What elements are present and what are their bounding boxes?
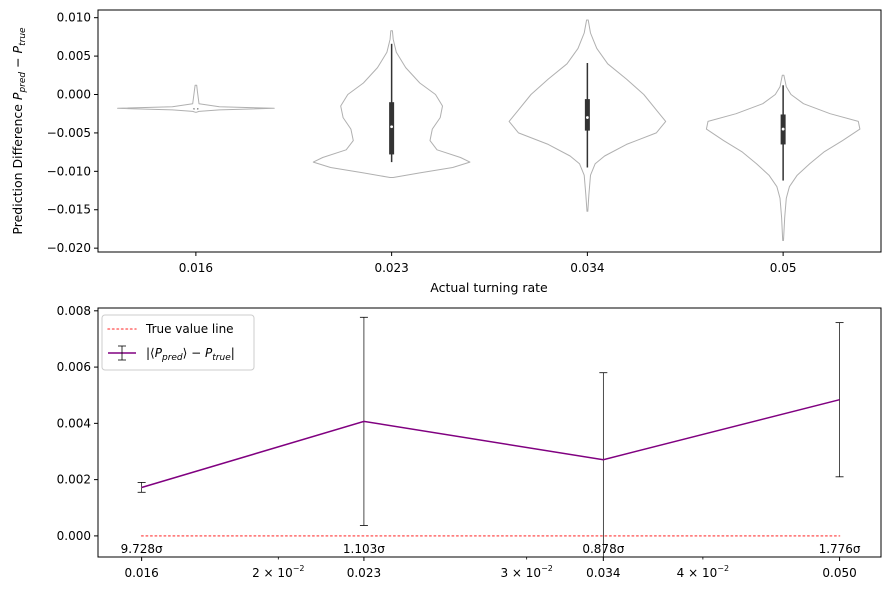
error-line-panel: 9.728σ 1.103σ 0.878σ 1.776σ 0.000 0.002 0.004… [57,304,882,580]
y-axis-ticks: 0.000 0.002 0.004 0.006 0.008 [57,304,98,543]
sigma-label: 9.728σ [121,542,163,556]
x-tick-label: 0.023 [347,566,381,580]
x-minor-tick-label: 2 × 10−2 [252,564,304,580]
x-tick-label: 0.016 [179,261,213,275]
x-minor-tick-label: 3 × 10−2 [500,564,552,580]
y-axis-ticks: 0.010 0.005 0.000 −0.005 −0.010 −0.015 −0.020 [47,11,98,255]
legend-series-swatch [108,345,136,361]
x-axis-ticks: 0.016 0.023 0.034 0.05 [179,252,797,275]
legend: True value line |⟨Ppred⟩ − Ptrue| [101,314,255,371]
y-tick-label: 0.000 [57,529,91,543]
violin-0.023 [312,30,471,178]
x-tick-label: 0.016 [124,566,158,580]
x-tick-label: 0.05 [770,261,797,275]
x-axis-ticks: 0.016 0.023 0.034 0.050 2 × 10−2 3 × 10−2 4 × … [124,557,857,580]
y-tick-label: 0.000 [57,88,91,102]
y-axis-label: Prediction Difference Ppred − Ptrue [10,27,28,235]
y-tick-label: 0.002 [57,473,91,487]
median-dot-0.016 [194,106,198,110]
x-tick-label: 0.023 [374,261,408,275]
y-tick-label: −0.005 [47,126,91,140]
iqr-box-0.023 [389,102,395,155]
median-dot-0.05 [781,127,785,131]
y-tick-label: −0.010 [47,164,91,178]
legend-series-label: |⟨Ppred⟩ − Ptrue| [146,346,235,363]
legend-box [101,314,255,371]
violin-0.034 [508,19,667,212]
violins [117,19,861,241]
sigma-label: 1.776σ [819,542,861,556]
y-tick-label: 0.005 [57,49,91,63]
x-tick-label: 0.050 [822,566,856,580]
sigma-label: 0.878σ [582,542,624,556]
median-dot-0.023 [390,125,394,129]
y-tick-label: −0.020 [47,241,91,255]
series-line [141,398,840,489]
y-tick-label: 0.004 [57,416,91,430]
violin-plot-panel: 0.0100.0050.000−0.005−0.010−0.015−0.020 … [10,9,882,295]
sigma-annotations: 9.728σ 1.103σ 0.878σ 1.776σ [121,542,861,556]
y-tick-label: 0.008 [57,304,91,318]
x-minor-tick-label: 4 × 10−2 [677,564,729,580]
x-tick-label: 0.034 [586,566,620,580]
iqr-box-0.034 [584,99,590,131]
plot-frame [97,9,882,253]
plot-frame [97,307,882,558]
y-tick-label: 0.010 [57,11,91,25]
violin-0.016 [117,84,275,113]
x-tick-label: 0.034 [570,261,604,275]
legend-true-line-label: True value line [145,322,234,336]
violin-0.05 [705,74,861,241]
median-dot-0.034 [585,116,589,119]
sigma-label: 1.103σ [343,542,385,556]
x-axis-label: Actual turning rate [430,280,548,295]
series-polyline [141,398,840,489]
y-tick-label: −0.015 [47,203,91,217]
y-tick-label: 0.006 [57,360,91,374]
